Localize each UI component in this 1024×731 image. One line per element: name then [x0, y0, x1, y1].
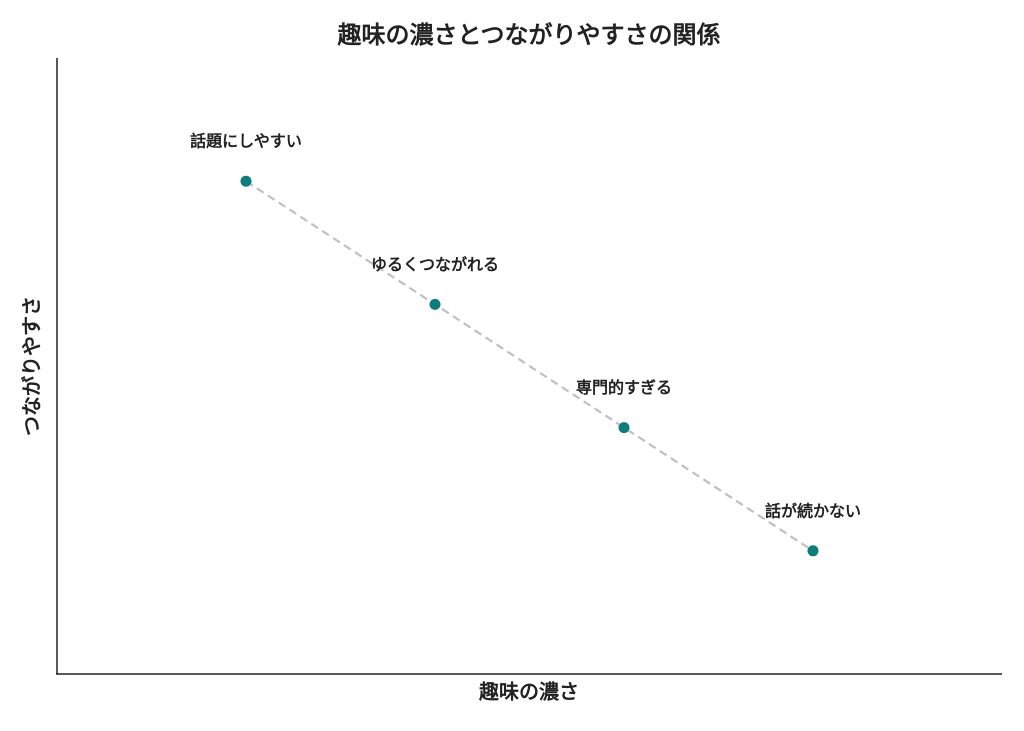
- y-axis-label: つながりやすさ: [20, 296, 44, 436]
- trend-line: [245, 180, 814, 552]
- point: [618, 422, 630, 434]
- point-label: 話が続かない: [765, 501, 861, 520]
- point: [807, 545, 819, 557]
- point: [429, 298, 441, 310]
- point-label: 話題にしやすい: [190, 132, 302, 151]
- chart-title: 趣味の濃さとつながりやすさの関係: [336, 21, 720, 49]
- point: [240, 175, 252, 187]
- point-label: ゆるくつながれる: [371, 255, 499, 274]
- x-axis-label: 趣味の濃さ: [478, 680, 579, 704]
- point-label: 専門的すぎる: [576, 378, 672, 397]
